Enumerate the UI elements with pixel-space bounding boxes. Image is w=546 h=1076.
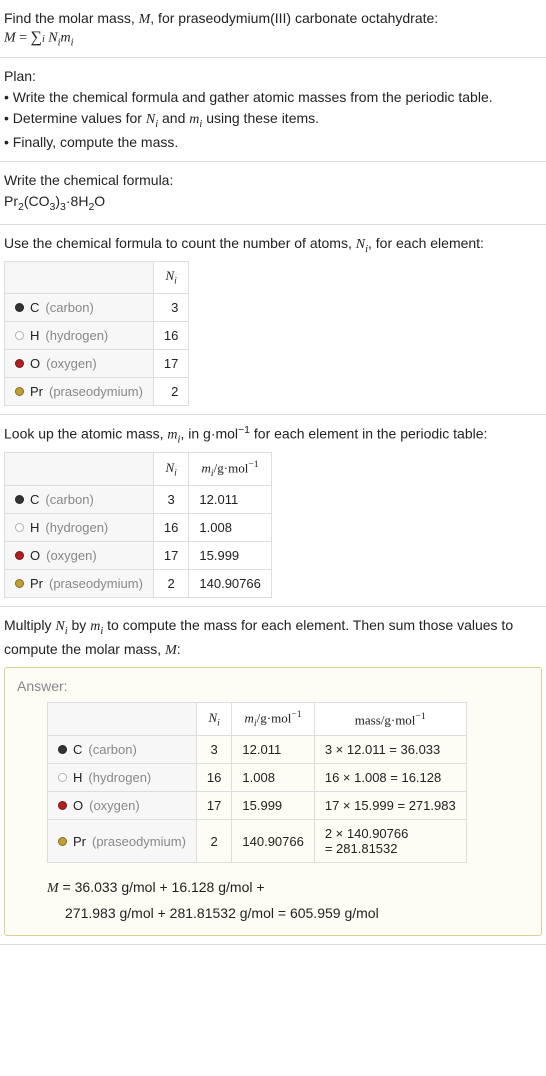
plan-title: Plan: [4, 66, 542, 87]
var-M: M [139, 12, 151, 27]
multiply-title: Multiply Ni by mi to compute the mass fo… [4, 615, 542, 662]
sum-symbol: ∑i [31, 30, 45, 47]
eq-m: m [61, 31, 71, 46]
table-header-row: Ni [5, 262, 189, 294]
lookup-title: Look up the atomic mass, mi, in g·mol−1 … [4, 423, 542, 448]
count-table: Ni C(carbon)3 H(hydrogen)16 O(oxygen)17 … [4, 261, 189, 406]
empty-header [5, 452, 154, 485]
intro-line1: Find the molar mass, M, for praseodymium… [4, 8, 542, 30]
intro-equation: M = ∑i Nimi [4, 30, 542, 49]
formula-title: Write the chemical formula: [4, 170, 542, 191]
chemical-formula: Pr2(CO3)3·8H2O [4, 191, 542, 216]
lookup-table: Ni mi/g·mol−1 C(carbon)312.011 H(hydroge… [4, 452, 272, 598]
final-line2: 271.983 g/mol + 281.81532 g/mol = 605.95… [47, 901, 529, 925]
eq-mi: i [71, 38, 74, 49]
eq-lhs: M [4, 31, 16, 46]
ni-header: Ni [153, 452, 188, 485]
mi-header: mi/g·mol−1 [189, 452, 271, 485]
element-dot [15, 387, 24, 396]
eq-equals: = [16, 31, 31, 46]
count-section: Use the chemical formula to count the nu… [0, 225, 546, 415]
table-row: Pr(praseodymium)2 [5, 377, 189, 405]
table-row: O(oxygen)1715.999 [5, 541, 272, 569]
text: Find the molar mass, [4, 10, 139, 26]
answer-box: Answer: Ni mi/g·mol−1 mass/g·mol−1 C(car… [4, 667, 542, 936]
answer-inner: Ni mi/g·mol−1 mass/g·mol−1 C(carbon)312.… [17, 702, 529, 925]
element-dot [15, 331, 24, 340]
plan-item-1: • Write the chemical formula and gather … [4, 87, 542, 108]
table-row: C(carbon)3 [5, 293, 189, 321]
element-dot [15, 303, 24, 312]
answer-label: Answer: [17, 678, 529, 694]
lookup-section: Look up the atomic mass, mi, in g·mol−1 … [0, 415, 546, 607]
answer-section: Multiply Ni by mi to compute the mass fo… [0, 607, 546, 945]
table-header-row: Ni mi/g·mol−1 [5, 452, 272, 485]
table-row: H(hydrogen)161.008 [5, 513, 272, 541]
count-title: Use the chemical formula to count the nu… [4, 233, 542, 258]
element-dot [15, 359, 24, 368]
table-row: H(hydrogen)16 [5, 321, 189, 349]
table-row: Pr(praseodymium)2140.907662 × 140.90766=… [48, 820, 467, 863]
answer-table: Ni mi/g·mol−1 mass/g·mol−1 C(carbon)312.… [47, 702, 467, 863]
plan-item-3: • Finally, compute the mass. [4, 132, 542, 153]
ni-header: Ni [153, 262, 188, 294]
text: , for praseodymium(III) carbonate octahy… [150, 10, 438, 26]
table-row: Pr(praseodymium)2140.90766 [5, 569, 272, 597]
table-row: O(oxygen)1715.99917 × 15.999 = 271.983 [48, 792, 467, 820]
table-row: C(carbon)312.011 [5, 485, 272, 513]
plan-item-2: • Determine values for Ni and mi using t… [4, 108, 542, 133]
table-row: C(carbon)312.0113 × 12.011 = 36.033 [48, 736, 467, 764]
table-header-row: Ni mi/g·mol−1 mass/g·mol−1 [48, 703, 467, 736]
intro-section: Find the molar mass, M, for praseodymium… [0, 0, 546, 58]
table-row: H(hydrogen)161.00816 × 1.008 = 16.128 [48, 764, 467, 792]
eq-N: N [48, 31, 57, 46]
final-line1: M = 36.033 g/mol + 16.128 g/mol + [47, 875, 529, 901]
plan-section: Plan: • Write the chemical formula and g… [0, 58, 546, 163]
formula-section: Write the chemical formula: Pr2(CO3)3·8H… [0, 162, 546, 225]
table-row: O(oxygen)17 [5, 349, 189, 377]
empty-header [5, 262, 154, 294]
